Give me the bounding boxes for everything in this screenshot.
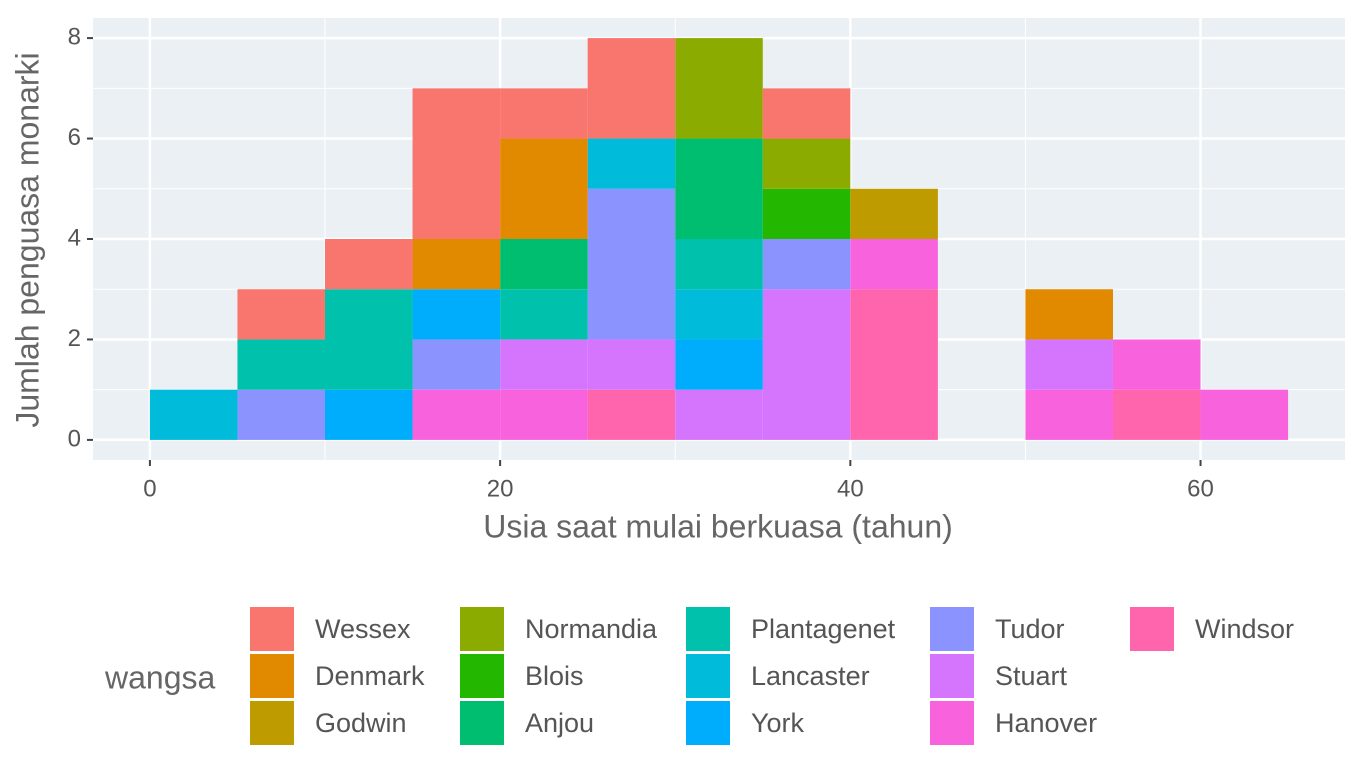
- bar: [850, 239, 938, 290]
- y-tick-label: 8: [68, 23, 81, 50]
- bar: [1200, 389, 1289, 440]
- bars: [149, 38, 1289, 440]
- bar: [1112, 389, 1201, 440]
- bar: [149, 389, 238, 440]
- x-tick-label: 60: [1187, 475, 1214, 502]
- legend-key: [930, 701, 974, 745]
- legend-key: [686, 654, 730, 698]
- bar: [412, 239, 501, 290]
- bar: [500, 88, 588, 139]
- legend-label: Hanover: [995, 708, 1097, 738]
- bar: [675, 339, 763, 390]
- legend-key: [250, 701, 294, 745]
- bar: [762, 188, 851, 239]
- bar: [587, 339, 676, 390]
- bar: [500, 239, 588, 290]
- bar: [325, 239, 413, 290]
- legend-label: Tudor: [995, 614, 1065, 644]
- y-tick-label: 6: [68, 124, 81, 151]
- legend-key: [1130, 607, 1174, 651]
- bar: [412, 88, 501, 240]
- legend-key: [460, 654, 504, 698]
- bar: [237, 289, 326, 340]
- bar: [1025, 289, 1113, 340]
- bar: [412, 339, 501, 390]
- legend-key: [686, 701, 730, 745]
- bar: [412, 289, 501, 340]
- legend-label: Godwin: [315, 708, 407, 738]
- bar: [412, 389, 501, 440]
- bar: [587, 138, 676, 189]
- bar: [675, 138, 763, 239]
- legend-label: Wessex: [315, 614, 411, 644]
- legend-title: wangsa: [104, 659, 216, 695]
- bar: [762, 88, 851, 139]
- legend-label: Normandia: [525, 614, 658, 644]
- bar: [587, 38, 676, 139]
- legend-label: Denmark: [315, 661, 425, 691]
- x-tick-label: 0: [143, 475, 156, 502]
- bar: [1112, 339, 1201, 390]
- bar: [1025, 389, 1113, 440]
- legend-label: Stuart: [995, 661, 1068, 691]
- bar: [325, 289, 413, 390]
- bar: [237, 389, 326, 440]
- y-tick-label: 4: [68, 224, 81, 251]
- bar: [675, 289, 763, 340]
- y-axis-label: Jumlah penguasa monarki: [9, 52, 45, 427]
- bar: [500, 289, 588, 340]
- legend-key: [460, 607, 504, 651]
- bar: [675, 389, 763, 440]
- legend-key: [250, 607, 294, 651]
- x-axis-label: Usia saat mulai berkuasa (tahun): [483, 508, 953, 544]
- y-tick-label: 2: [68, 325, 81, 352]
- legend-label: York: [751, 708, 805, 738]
- bar: [675, 38, 763, 139]
- legend-key: [930, 654, 974, 698]
- legend: Wessex Denmark Godwin Normandia Blois Anjou Pl…: [250, 607, 1294, 745]
- bar: [675, 239, 763, 290]
- legend-label: Windsor: [1195, 614, 1294, 644]
- legend-key: [930, 607, 974, 651]
- legend-label: Anjou: [525, 708, 594, 738]
- bar: [762, 138, 851, 189]
- bar: [237, 339, 326, 390]
- x-tick-label: 20: [487, 475, 514, 502]
- bar: [850, 289, 938, 440]
- legend-key: [250, 654, 294, 698]
- bar: [587, 188, 676, 340]
- bar: [587, 389, 676, 440]
- bar: [325, 389, 413, 440]
- legend-label: Plantagenet: [751, 614, 896, 644]
- bar: [1025, 339, 1113, 390]
- bar: [500, 339, 588, 390]
- legend-key: [460, 701, 504, 745]
- legend-label: Lancaster: [751, 661, 870, 691]
- bar: [850, 188, 938, 239]
- x-tick-label: 40: [837, 475, 864, 502]
- legend-label: Blois: [525, 661, 584, 691]
- bar: [762, 289, 851, 440]
- bar: [500, 389, 588, 440]
- bar: [500, 138, 588, 239]
- y-tick-label: 0: [68, 425, 81, 452]
- legend-key: [686, 607, 730, 651]
- bar: [762, 239, 851, 290]
